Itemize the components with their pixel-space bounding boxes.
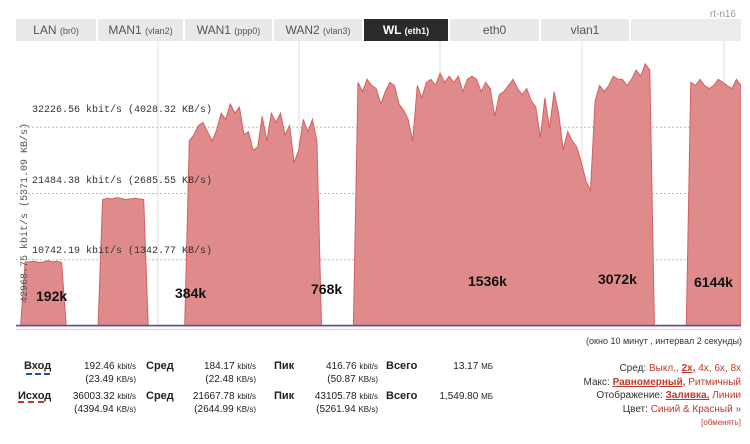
display-option-row: Отображение: Заливка, Линии (584, 389, 741, 403)
tab-interface: (eth1) (404, 26, 430, 36)
tab-label: MAN1 (108, 23, 142, 37)
in-average-bytes: (22.48 KB/s) (205, 374, 256, 385)
avg-option-4x[interactable]: 4x, (698, 363, 712, 374)
tab-label: WL (382, 23, 402, 37)
avg-option-off[interactable]: Выкл., (648, 363, 679, 374)
interface-tabs: LAN (br0) MAN1 (vlan2) WAN1 (ppp0) WAN2 (vl… (16, 19, 741, 41)
out-peak-bytes: (5261.94 KB/s) (316, 404, 378, 415)
max-option-rhythmic[interactable]: Ритмичный (688, 376, 741, 388)
tab-eth0[interactable]: eth0 (450, 19, 541, 41)
swap-colors-link[interactable]: [обменять] (701, 418, 741, 428)
tab-interface: (br0) (59, 26, 79, 36)
tab-wan2[interactable]: WAN2 (vlan3) (274, 19, 364, 41)
avg-option-row: Сред: Выкл., 2x, 4x, 6x, 8x (584, 362, 741, 376)
in-peak-label: Пик (274, 360, 295, 372)
in-current: 192.46 kbit/s (83, 361, 136, 372)
display-option-fill[interactable]: Заливка, (665, 390, 710, 402)
in-peak: 416.76 kbit/s (325, 361, 378, 372)
segment-label-768k: 768k (311, 281, 343, 297)
tab-wan1[interactable]: WAN1 (ppp0) (185, 19, 274, 41)
tab-label: WAN1 (196, 23, 231, 37)
in-label: Вход (24, 360, 52, 372)
in-peak-bytes: (50.87 KB/s) (327, 374, 378, 385)
out-current-bytes: (4394.94 KB/s) (74, 404, 136, 415)
tab-interface: (vlan3) (323, 26, 351, 36)
color-option-label: Цвет: (622, 403, 648, 415)
max-option-row: Макс: Равномерный, Ритмичный (584, 376, 742, 390)
segment-label-3072k: 3072k (598, 271, 637, 287)
color-option-row: Цвет: Синий & Красный » (584, 403, 741, 417)
in-avg-label: Сред (146, 360, 174, 372)
graph-options: Сред: Выкл., 2x, 4x, 6x, 8x Макс: Равном… (584, 362, 742, 430)
segment-label-6144k: 6144k (694, 274, 733, 290)
max-option-uniform[interactable]: Равномерный, (612, 376, 686, 388)
in-total: 13.17 МБ (453, 361, 493, 372)
tab-label: eth0 (482, 23, 507, 37)
segment-label-192k: 192k (36, 288, 68, 304)
tab-label: WAN2 (285, 23, 320, 37)
avg-option-8x[interactable]: 8x (730, 363, 741, 374)
tab-man1[interactable]: MAN1 (vlan2) (98, 19, 185, 41)
max-option-label: Макс: (583, 376, 610, 388)
in-total-label: Всего (386, 360, 418, 372)
in-average: 184.17 kbit/s (203, 361, 256, 372)
bandwidth-graph: 42968.75 kbit/s (5371.09 KB/s) 32226.56 … (16, 41, 741, 330)
segment-label-384k: 384k (175, 285, 207, 301)
display-option-lines[interactable]: Линии (712, 390, 741, 402)
graph-window-note: (окно 10 минут , интервал 2 секунды) (586, 336, 742, 346)
swap-row: [обменять] (584, 416, 741, 430)
segment-label-1536k: 1536k (468, 273, 507, 289)
router-name: rt-n16 (709, 9, 736, 20)
tab-wl[interactable]: WL (eth1) (364, 19, 450, 41)
avg-option-label: Сред: (619, 363, 647, 374)
out-average: 21667.78 kbit/s (192, 391, 256, 402)
y-axis-max-label: 42968.75 kbit/s (5371.09 KB/s) (20, 122, 31, 303)
bandwidth-chart (16, 41, 741, 327)
tab-lan[interactable]: LAN (br0) (16, 19, 98, 41)
gridline-label-top: 32226.56 kbit/s (4028.32 KB/s) (32, 105, 213, 116)
in-current-bytes: (23.49 KB/s) (85, 374, 136, 385)
out-average-bytes: (2644.99 KB/s) (194, 404, 256, 415)
out-total-label: Всего (386, 390, 418, 402)
out-avg-label: Сред (146, 390, 174, 402)
gridline-label-bottom: 10742.19 kbit/s (1342.77 KB/s) (32, 246, 213, 257)
out-peak-label: Пик (274, 390, 295, 402)
tab-label: vlan1 (570, 23, 600, 37)
tab-vlan1[interactable]: vlan1 (541, 19, 631, 41)
series-outbound-area (16, 62, 741, 327)
tab-interface: (ppp0) (234, 26, 261, 36)
avg-option-6x[interactable]: 6x, (714, 363, 728, 374)
display-option-label: Отображение: (596, 390, 663, 402)
tab-label: LAN (33, 23, 57, 37)
out-legend-line (18, 401, 44, 403)
avg-option-2x[interactable]: 2x, (681, 363, 696, 374)
tab-interface: (vlan2) (145, 26, 173, 36)
color-option-value[interactable]: Синий & Красный » (650, 403, 741, 415)
out-current: 36003.32 kbit/s (72, 391, 136, 402)
out-peak: 43105.78 kbit/s (314, 391, 378, 402)
out-label: Исход (18, 390, 52, 402)
out-total: 1,549.80 МБ (439, 391, 493, 402)
gridline-label-middle: 21484.38 kbit/s (2685.55 KB/s) (32, 176, 213, 187)
in-legend-line (26, 373, 50, 375)
